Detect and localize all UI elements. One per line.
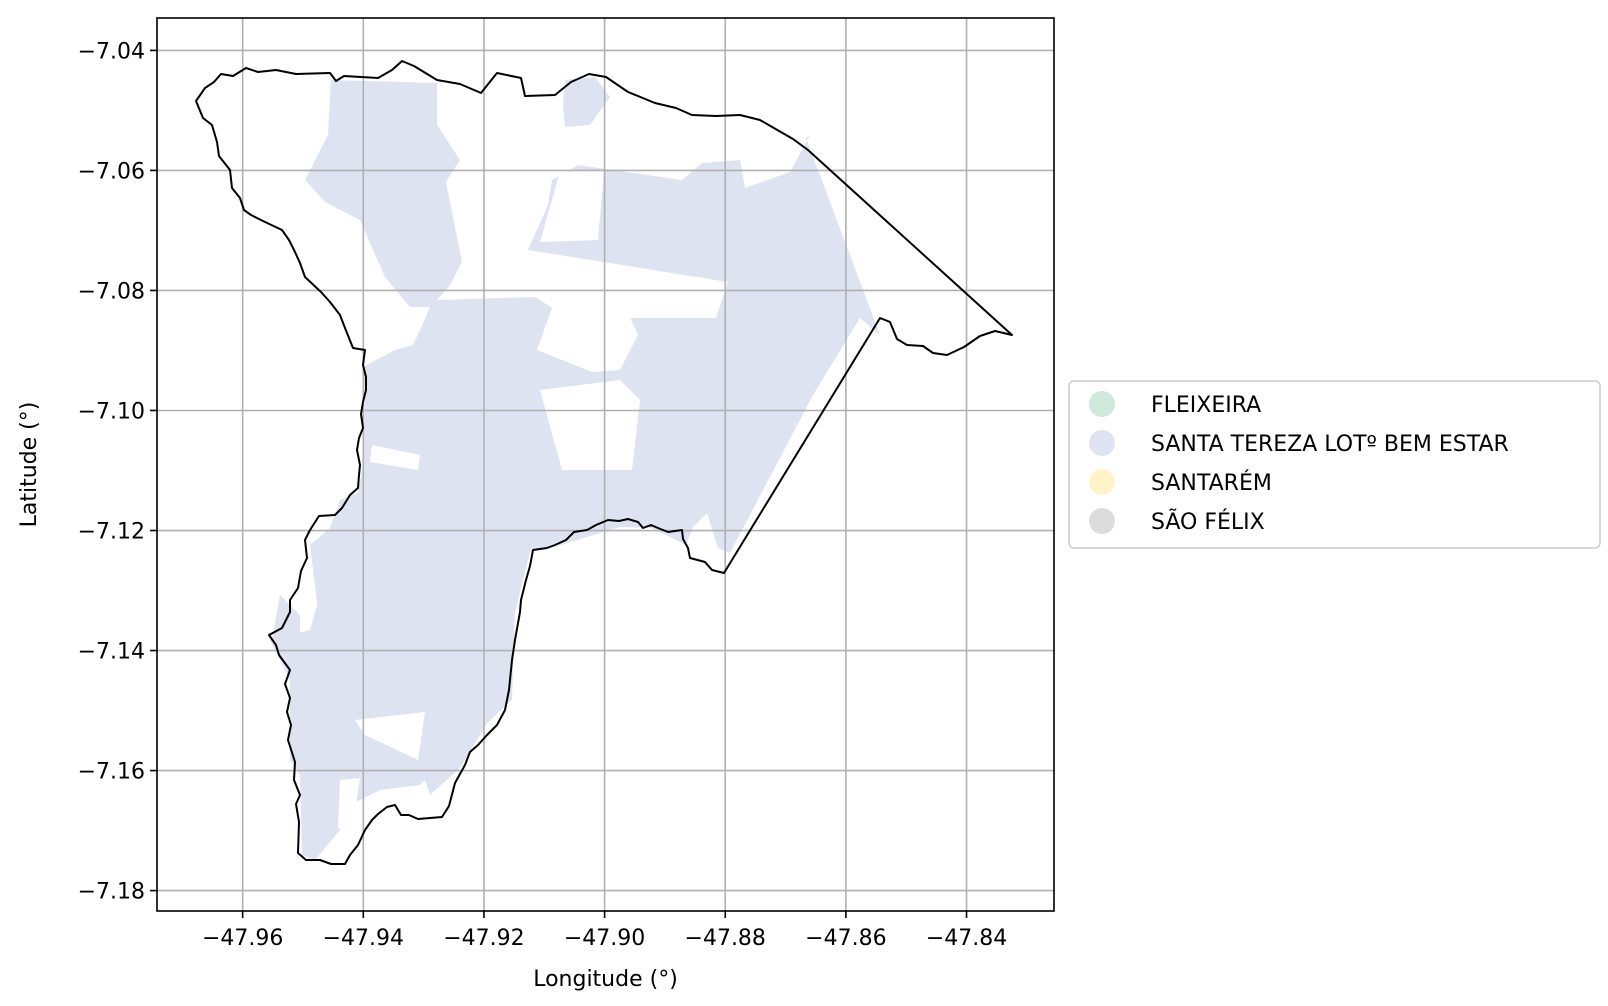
map-boundary-outline: [195, 60, 1013, 865]
legend-marker: [1089, 391, 1115, 417]
legend-label: SANTARÉM: [1151, 470, 1272, 496]
grid-lines: [157, 18, 1054, 911]
y-axis-label: Latitude (°): [17, 402, 42, 528]
x-tick-label: −47.84: [926, 926, 1007, 951]
axes-frame: [156, 17, 1055, 912]
legend-label: FLEIXEIRA: [1151, 393, 1261, 418]
region-santa-tereza-west: [270, 400, 410, 680]
legend-marker: [1089, 508, 1115, 534]
x-tick-label: −47.90: [564, 926, 645, 951]
region-santa-tereza-northcenter: [563, 77, 610, 127]
legend-marker: [1089, 469, 1115, 495]
y-tick-label: −7.14: [78, 640, 145, 665]
y-tick-label: −7.10: [78, 399, 145, 424]
y-tick-label: −7.06: [78, 159, 145, 184]
y-tick-label: −7.16: [78, 760, 145, 785]
legend-frame: [1068, 380, 1601, 549]
x-tick-label: −47.88: [685, 926, 766, 951]
x-tick-label: −47.94: [323, 926, 404, 951]
x-axis-label: Longitude (°): [533, 967, 678, 992]
legend-label: SÃO FÉLIX: [1151, 508, 1265, 535]
x-tick-label: −47.86: [805, 926, 886, 951]
y-tick-label: −7.04: [78, 39, 145, 64]
legend-marker: [1089, 430, 1115, 456]
unassigned-areas: [338, 170, 640, 830]
y-tick-label: −7.18: [78, 880, 145, 905]
x-tick-label: −47.92: [443, 926, 524, 951]
y-axis-ticks: −7.04 −7.06 −7.08 −7.10 −7.12 −7.14 −7.16 −7.18: [78, 39, 157, 905]
legend-label: SANTA TEREZA LOTº BEM ESTAR: [1151, 432, 1509, 457]
y-tick-label: −7.12: [78, 520, 145, 545]
region-santa-tereza-south: [290, 660, 470, 860]
legend: FLEIXEIRA SANTA TEREZA LOTº BEM ESTAR SANT…: [1068, 380, 1601, 549]
x-axis-ticks: −47.96 −47.94 −47.92 −47.90 −47.88 −47.86 −47.…: [202, 911, 1007, 951]
y-tick-label: −7.08: [78, 279, 145, 304]
x-tick-label: −47.96: [202, 926, 283, 951]
legend-entries: FLEIXEIRA SANTA TEREZA LOTº BEM ESTAR SANT…: [1089, 391, 1509, 535]
